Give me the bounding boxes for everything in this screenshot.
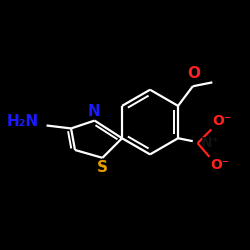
Text: S: S — [97, 160, 108, 175]
Text: O: O — [187, 66, 200, 82]
Text: H₂N: H₂N — [6, 114, 39, 129]
Text: O⁻: O⁻ — [210, 158, 230, 172]
Text: O⁻: O⁻ — [212, 114, 232, 128]
Text: N⁺: N⁺ — [200, 136, 220, 150]
Text: N: N — [87, 104, 100, 119]
